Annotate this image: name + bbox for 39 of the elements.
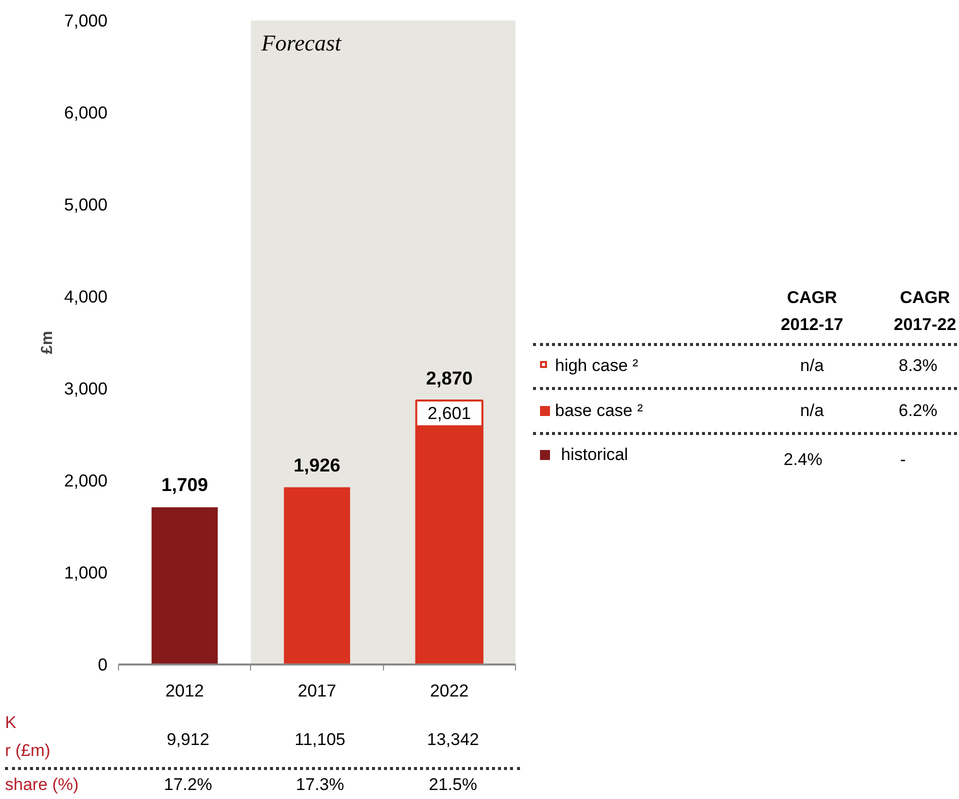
text: r (£m) [5, 740, 50, 762]
text: share (%) [5, 774, 79, 796]
text: 17.2% [164, 774, 212, 796]
x-tick-label: 2017 [298, 680, 336, 700]
y-tick-label: 6,000 [64, 102, 108, 122]
y-tick-label: 7,000 [64, 10, 108, 30]
text: 6.2% [898, 400, 938, 422]
data-label: 2,601 [428, 402, 472, 423]
text: n/a [800, 354, 824, 377]
text: K [5, 712, 16, 734]
text: CAGR [900, 286, 950, 309]
band-label: Forecast [260, 30, 342, 56]
text: 13,342 [427, 728, 479, 751]
text: 9,912 [166, 728, 210, 751]
x-tick-label: 2012 [165, 680, 204, 700]
data-label: 1,926 [294, 454, 340, 476]
text: 2012-17 [780, 314, 844, 336]
text: 17.3% [296, 774, 344, 796]
text: 8.3% [898, 354, 938, 377]
data-label: 2,870 [426, 367, 473, 388]
x-tick-label: 2022 [430, 680, 469, 700]
y-tick-label: 4,000 [64, 286, 108, 306]
y-tick-label: 1,000 [64, 562, 108, 582]
text: n/a [800, 400, 824, 422]
text: 2.4% [784, 448, 822, 471]
y-tick-label: 5,000 [64, 194, 108, 214]
text: CAGR [786, 286, 838, 309]
text: 2017-22 [894, 314, 956, 336]
legend-label: base case ² [555, 400, 643, 422]
y-tick-label: 0 [98, 654, 108, 674]
y-tick-label: 3,000 [64, 378, 108, 398]
legend-label: high case ² [555, 354, 638, 377]
data-label: 1,709 [161, 474, 208, 496]
text: 11,105 [294, 728, 346, 751]
text: 21.5% [428, 774, 478, 796]
legend-label: historical [561, 444, 628, 466]
y-tick-label: 2,000 [64, 470, 108, 490]
y-axis-title: £m [39, 330, 56, 354]
text: - [900, 448, 906, 471]
